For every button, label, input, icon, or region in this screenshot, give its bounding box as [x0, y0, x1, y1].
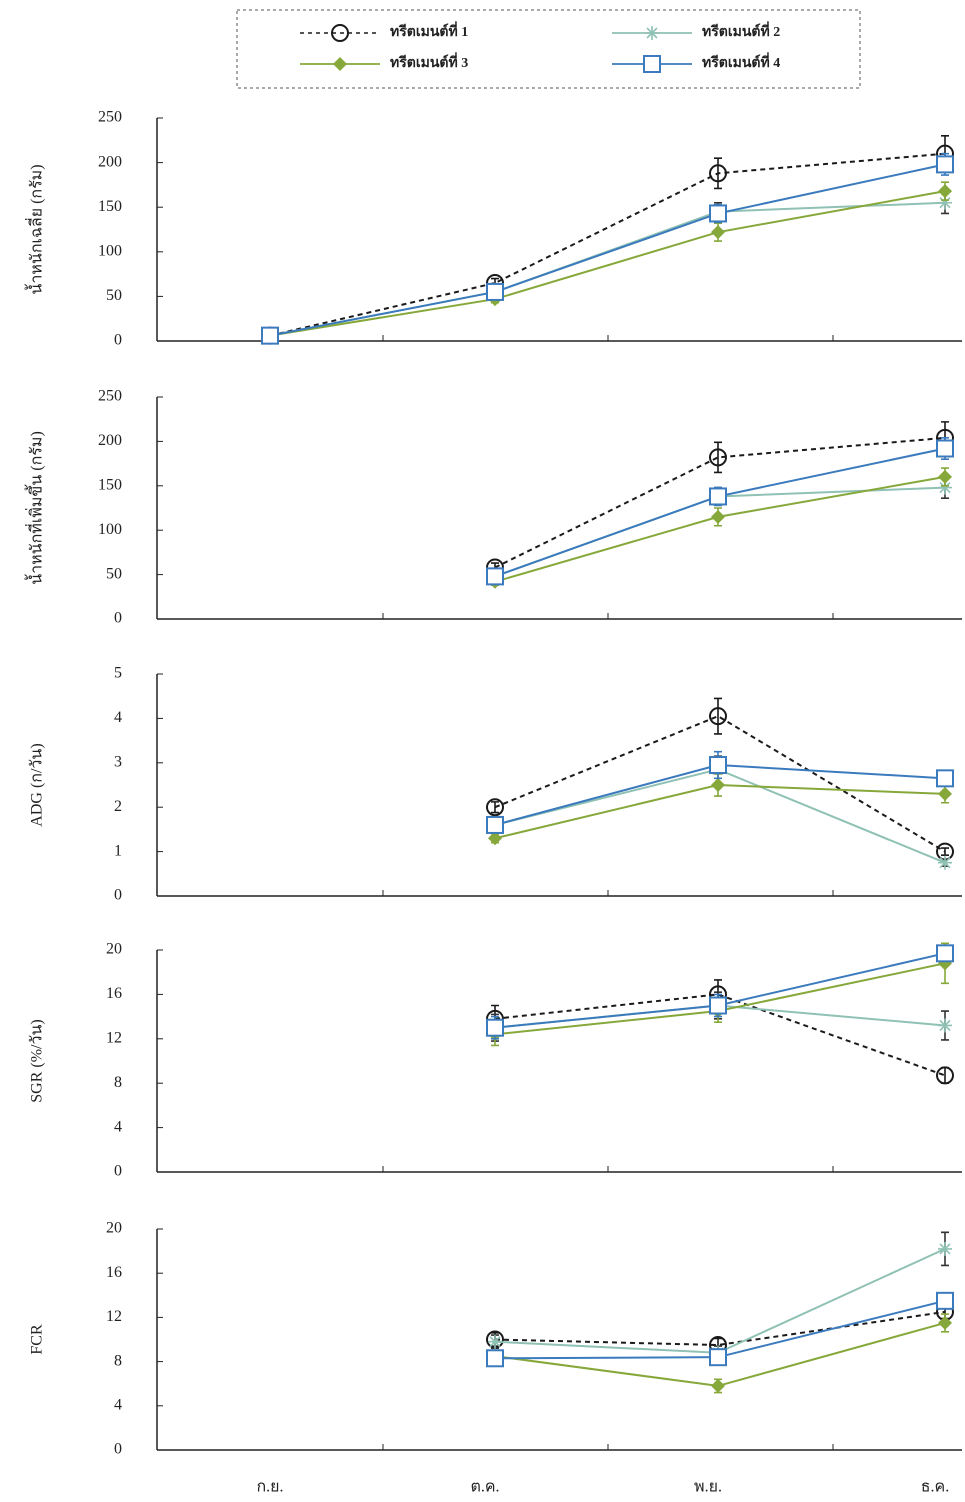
marker [938, 1018, 952, 1032]
error-bar [714, 442, 722, 472]
y-tick-label: 150 [98, 198, 122, 215]
legend-marker [645, 26, 659, 40]
y-tick-label: 250 [98, 388, 122, 405]
marker [938, 856, 952, 870]
y-tick-label: 4 [114, 709, 122, 726]
legend-label: ทรีตเมนต์ที่ 1 [390, 21, 468, 40]
y-axis-label: FCR [29, 1324, 46, 1355]
marker [711, 510, 725, 524]
marker [937, 945, 953, 961]
marker [937, 156, 953, 172]
y-tick-label: 200 [98, 432, 122, 449]
y-tick-label: 100 [98, 521, 122, 538]
marker [488, 1335, 502, 1349]
marker [938, 184, 952, 198]
marker [711, 1379, 725, 1393]
y-tick-label: 8 [114, 1074, 122, 1091]
y-tick-label: 200 [98, 153, 122, 170]
y-tick-label: 20 [106, 1220, 122, 1237]
marker [487, 1020, 503, 1036]
chart: ทรีตเมนต์ที่ 1 ทรีตเมนต์ที่ 2 ทรีตเมนต์ที่… [0, 0, 965, 1502]
y-axis-label: น้ำหนักเฉลี่ย (กรัม) [25, 164, 46, 294]
y-axis-label: น้ำหนักที่เพิ่มขึ้น (กรัม) [25, 431, 46, 585]
x-tick-label: ต.ค. [470, 1479, 499, 1496]
y-tick-label: 0 [114, 1163, 122, 1180]
legend-box [237, 10, 860, 88]
y-tick-label: 16 [106, 1264, 122, 1281]
y-tick-label: 0 [114, 332, 122, 349]
y-tick-label: 16 [106, 985, 122, 1002]
series-line [270, 154, 945, 336]
marker [938, 470, 952, 484]
y-tick-label: 2 [114, 798, 122, 815]
marker [937, 441, 953, 457]
y-tick-label: 12 [106, 1308, 122, 1325]
marker [262, 328, 278, 344]
marker [487, 568, 503, 584]
y-axis-label: ADG (ก/วัน) [29, 743, 46, 826]
y-tick-label: 100 [98, 242, 122, 259]
legend-marker [644, 56, 660, 72]
y-tick-label: 8 [114, 1352, 122, 1369]
series-line [270, 191, 945, 336]
x-tick-label: ก.ย. [256, 1479, 283, 1496]
y-tick-label: 50 [106, 565, 122, 582]
legend-marker [333, 57, 347, 71]
marker [487, 284, 503, 300]
marker [710, 205, 726, 221]
marker [710, 1349, 726, 1365]
y-axis-label: SGR (%/วัน) [29, 1019, 46, 1102]
error-bar [714, 698, 722, 734]
marker [711, 778, 725, 792]
series-line [270, 164, 945, 335]
marker [937, 770, 953, 786]
y-tick-label: 4 [114, 1118, 122, 1135]
legend-label: ทรีตเมนต์ที่ 4 [702, 52, 780, 71]
y-tick-label: 0 [114, 1441, 122, 1458]
marker [938, 1242, 952, 1256]
legend-label: ทรีตเมนต์ที่ 3 [390, 52, 468, 71]
marker [487, 1350, 503, 1366]
y-tick-label: 1 [114, 842, 122, 859]
marker [710, 757, 726, 773]
marker [711, 225, 725, 239]
y-tick-label: 50 [106, 287, 122, 304]
y-tick-label: 0 [114, 610, 122, 627]
y-tick-label: 4 [114, 1396, 122, 1413]
x-tick-label: ธ.ค. [921, 1479, 949, 1496]
y-tick-label: 20 [106, 941, 122, 958]
x-tick-label: พ.ย. [694, 1479, 722, 1496]
y-tick-label: 12 [106, 1029, 122, 1046]
legend-label: ทรีตเมนต์ที่ 2 [702, 21, 780, 40]
y-tick-label: 3 [114, 753, 122, 770]
marker [937, 1293, 953, 1309]
y-tick-label: 5 [114, 665, 122, 682]
y-tick-label: 150 [98, 476, 122, 493]
y-tick-label: 250 [98, 109, 122, 126]
y-tick-label: 0 [114, 887, 122, 904]
marker [710, 488, 726, 504]
marker [938, 787, 952, 801]
marker [710, 998, 726, 1014]
marker [487, 817, 503, 833]
